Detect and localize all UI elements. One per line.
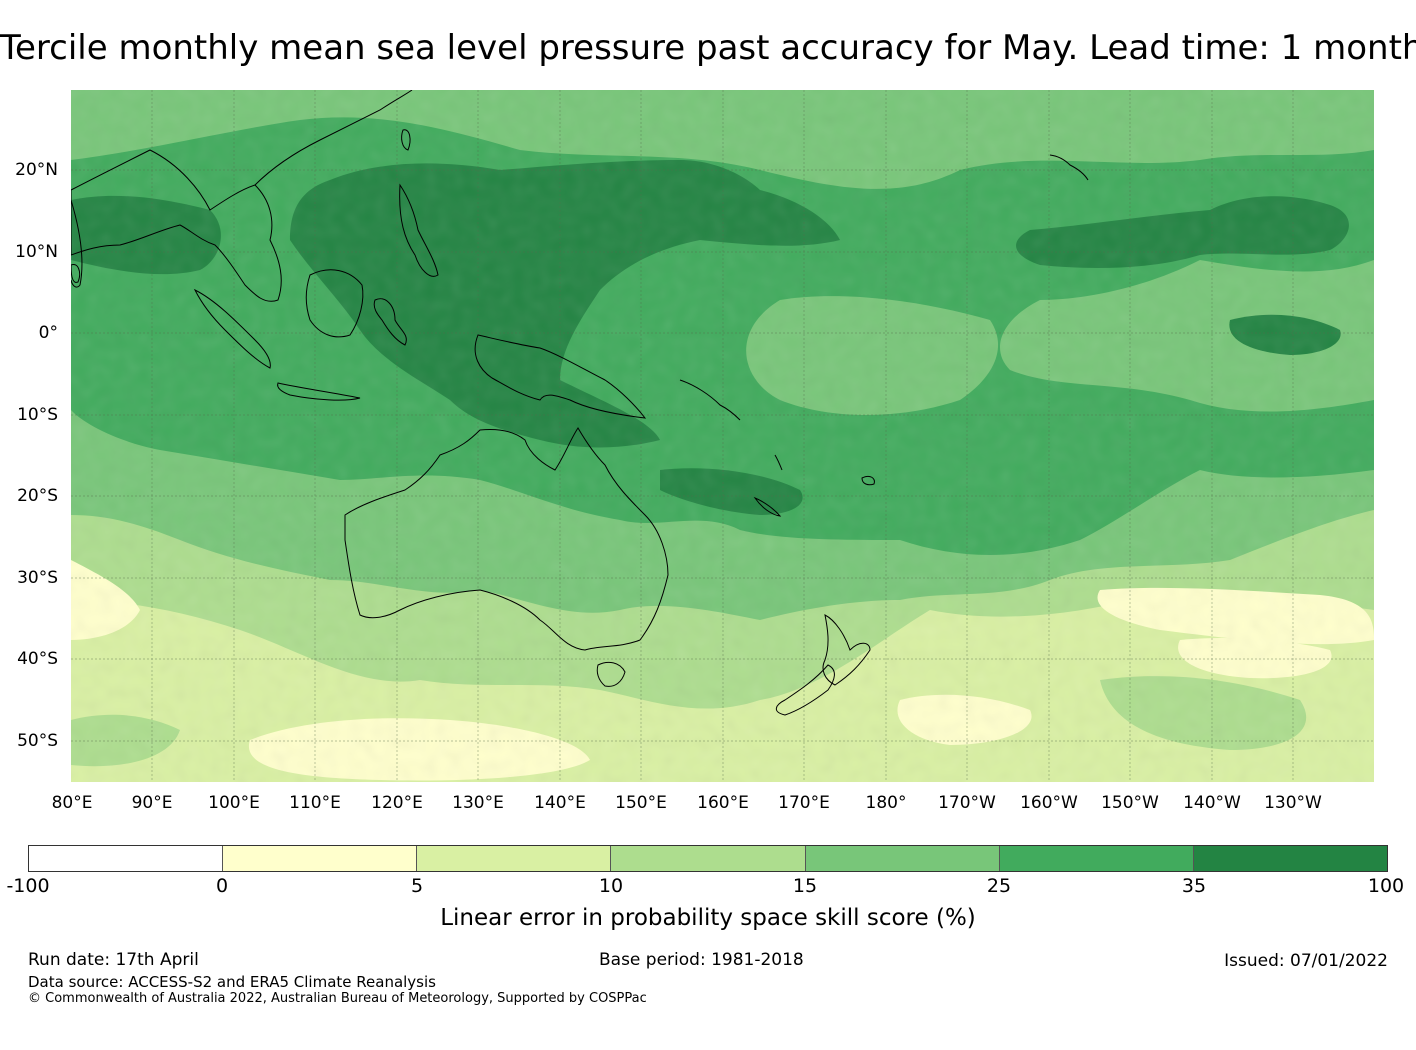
coastline-sri-lanka	[71, 263, 81, 283]
coastline-mainland-asia	[71, 149, 282, 302]
colorbar-tick: 100	[1367, 875, 1405, 897]
coastline-java	[277, 382, 361, 401]
coastline-new-caledonia	[753, 496, 782, 517]
lat-tick-20s: 20°S	[17, 486, 58, 506]
colorbar-tick: 25	[986, 875, 1012, 897]
skill-map	[71, 90, 1374, 782]
lat-tick-20n: 20°N	[15, 160, 58, 180]
lon-tick-170w: 170°W	[938, 793, 996, 813]
issued-date: Issued: 07/01/2022	[1224, 951, 1388, 971]
colorbar-tick: 15	[792, 875, 818, 897]
coastline-india	[71, 199, 83, 288]
colorbar-tick: 35	[1181, 875, 1207, 897]
colorbar-segment-35-100	[1193, 846, 1387, 871]
lat-tick-50s: 50°S	[17, 731, 58, 751]
colorbar-tick: 10	[598, 875, 624, 897]
lon-tick-130e: 130°E	[452, 793, 504, 813]
copyright: © Commonwealth of Australia 2022, Austra…	[28, 991, 647, 1006]
coastline-new-zealand-south	[775, 664, 835, 716]
coastline-new-zealand-north	[822, 614, 871, 686]
coastline-fiji	[861, 475, 875, 486]
lon-tick-160e: 160°E	[697, 793, 749, 813]
lon-tick-140e: 140°E	[534, 793, 586, 813]
lon-tick-160w: 160°W	[1020, 793, 1078, 813]
coastline-sumatra	[193, 288, 271, 369]
lon-tick-110e: 110°E	[289, 793, 341, 813]
lon-tick-150w: 150°W	[1101, 793, 1159, 813]
coastlines	[71, 90, 1089, 716]
colorbar-segment-15-25	[805, 846, 1000, 871]
colorbar-tick: 5	[410, 875, 424, 897]
run-date: Run date: 17th April	[28, 950, 199, 970]
base-period: Base period: 1981-2018	[599, 950, 804, 970]
coastline-borneo	[305, 269, 364, 338]
colorbar-tick: 0	[215, 875, 229, 897]
lat-tick-40s: 40°S	[17, 649, 58, 669]
colorbar-segment-10-15	[611, 846, 806, 871]
coastline-australia	[344, 427, 669, 651]
map-title: Tercile monthly mean sea level pressure …	[0, 28, 1416, 68]
colorbar-segment-0-5	[223, 846, 418, 871]
colorbar-label: Linear error in probability space skill …	[440, 905, 976, 931]
colorbar-segment-25-35	[999, 846, 1194, 871]
lon-tick-80e: 80°E	[51, 793, 93, 813]
lon-tick-120e: 120°E	[371, 793, 423, 813]
lon-tick-100e: 100°E	[208, 793, 260, 813]
lon-tick-130w: 130°W	[1264, 793, 1322, 813]
lat-tick-0: 0°	[38, 323, 58, 343]
coastline-china	[254, 90, 413, 186]
coastline-tasmania	[596, 661, 626, 687]
skill-field	[71, 90, 1374, 782]
colorbar-segment-5-10	[417, 846, 612, 871]
lon-tick-170e: 170°E	[778, 793, 830, 813]
lat-tick-30s: 30°S	[17, 568, 58, 588]
lon-tick-140w: 140°W	[1183, 793, 1241, 813]
coastline-hawaii	[1049, 154, 1089, 181]
coastline-new-guinea	[474, 334, 647, 419]
pixel-texture	[71, 90, 1374, 782]
lat-tick-10s: 10°S	[17, 405, 58, 425]
coastline-sulawesi	[373, 298, 407, 346]
lon-tick-90e: 90°E	[131, 793, 173, 813]
coastline-philippines	[399, 183, 439, 277]
graticule	[71, 90, 1374, 782]
coastline-vanuatu	[774, 454, 783, 471]
colorbar-segment-neg100-0	[29, 846, 224, 871]
colorbar	[28, 845, 1388, 872]
data-source: Data source: ACCESS-S2 and ERA5 Climate …	[28, 973, 436, 991]
colorbar-tick: -100	[6, 875, 50, 897]
lat-tick-10n: 10°N	[15, 242, 58, 262]
map-area: 20°N 10°N 0° 10°S 20°S 30°S 40°S 50°S 80…	[15, 90, 1374, 813]
coastline-taiwan	[401, 129, 411, 151]
coastline-solomon-islands	[679, 379, 741, 421]
lon-tick-180: 180°	[865, 793, 907, 813]
lon-tick-150e: 150°E	[615, 793, 667, 813]
